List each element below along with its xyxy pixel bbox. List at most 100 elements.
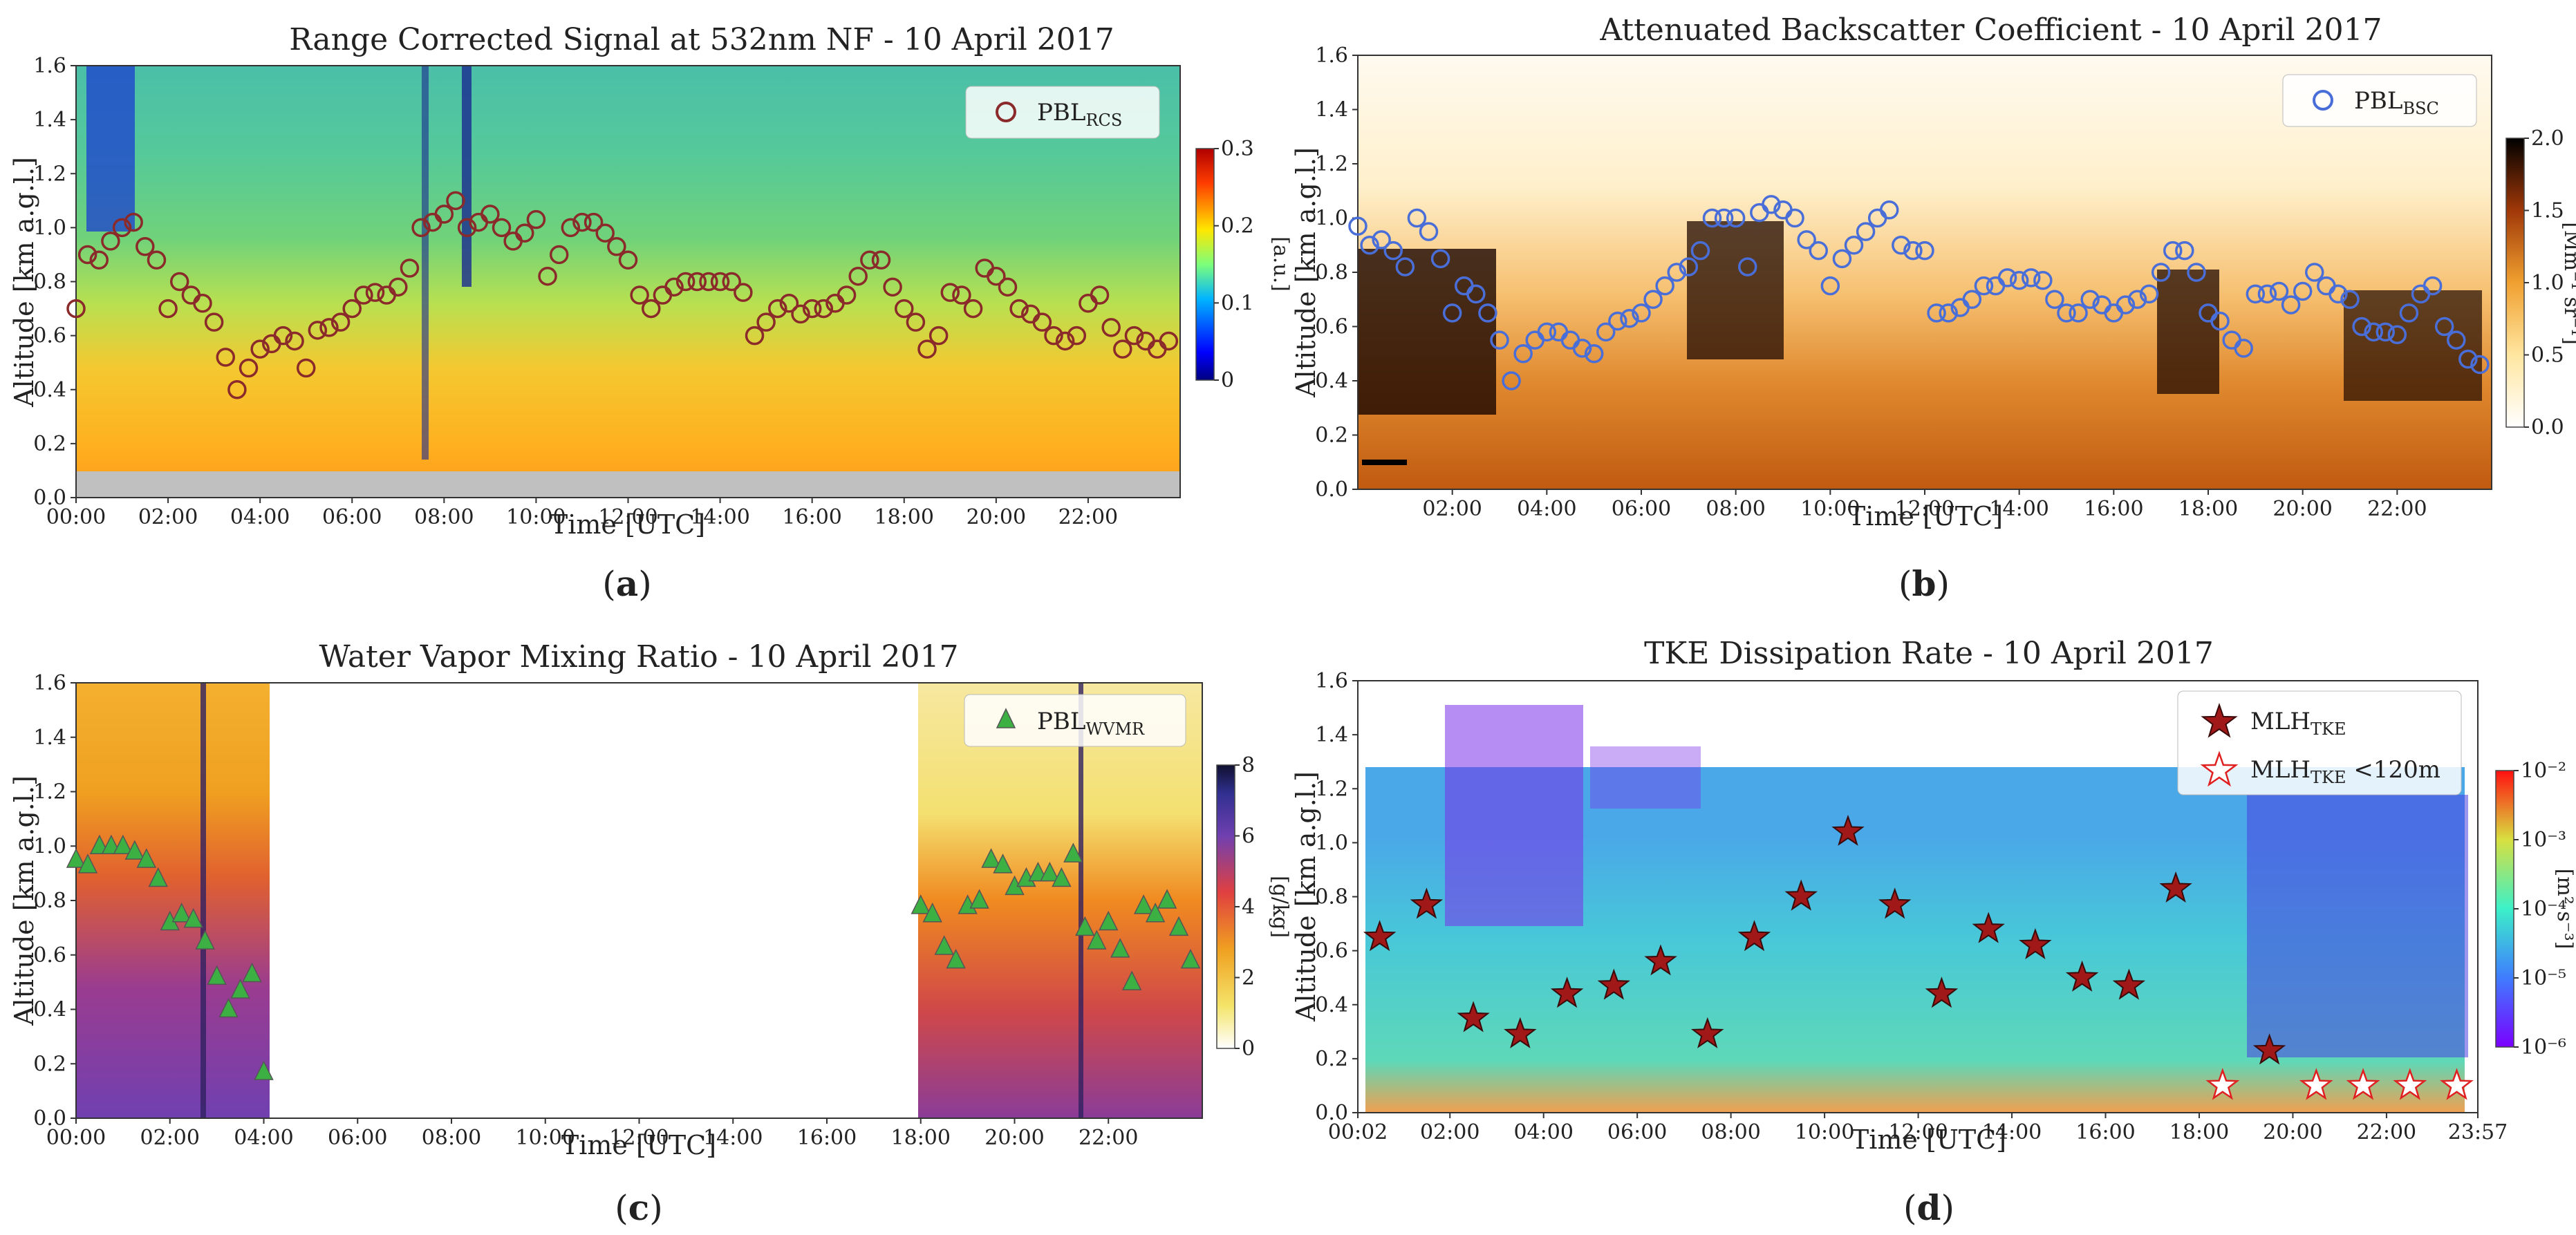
x-tick-label: 08:00	[1701, 1120, 1760, 1144]
mlh-star-point	[1784, 879, 1818, 911]
colorbar-tick-label: 10⁻⁵	[2521, 966, 2566, 990]
y-tick-label: 1.2	[1315, 777, 1348, 801]
pbl-point	[308, 321, 328, 340]
mlh-open-star-point	[2440, 1068, 2474, 1100]
x-tick-label: 02:00	[1420, 1120, 1480, 1144]
panel-d-y-label: Altitude [km a.g.l.]	[1291, 771, 1321, 1022]
pbl-point	[1596, 322, 1616, 342]
pbl-point	[1620, 308, 1639, 328]
pbl-point	[2151, 263, 2171, 282]
x-tick-label: 00:02	[1328, 1120, 1388, 1144]
panel-b-pbl-points	[1348, 195, 2490, 390]
pbl-point	[837, 285, 857, 305]
y-tick-label: 1.0	[33, 216, 66, 240]
pbl-point	[917, 339, 937, 359]
pbl-point	[77, 854, 98, 874]
y-tick-label: 0.6	[33, 943, 66, 968]
pbl-point	[1915, 241, 1934, 261]
x-tick-label: 08:00	[1706, 497, 1765, 521]
y-tick-label: 1.6	[1315, 44, 1348, 68]
pbl-point	[171, 903, 192, 923]
pbl-point	[1145, 903, 1166, 923]
panel-b-x-label: Time [UTC]	[1848, 501, 2003, 531]
panel-c-x-label: Time [UTC]	[561, 1130, 716, 1160]
pbl-point	[2187, 263, 2206, 282]
pbl-point	[2399, 303, 2419, 323]
x-tick-label: 22:00	[2357, 1120, 2416, 1144]
pbl-point	[791, 304, 810, 324]
x-tick-label: 04:00	[234, 1126, 293, 1150]
pbl-point	[906, 312, 926, 332]
y-tick-label: 1.4	[33, 726, 66, 750]
pbl-point	[895, 299, 914, 319]
x-tick-label: 00:00	[46, 1126, 106, 1150]
pbl-point	[1044, 326, 1063, 346]
panel-a-cloud-1	[86, 66, 135, 232]
panel-a-x-ticks: 00:00 02:00 04:00 06:00 08:00 10:00 12:00 14:00…	[46, 498, 1118, 529]
colorbar-tick-label: 1.0	[2531, 271, 2564, 295]
x-tick-label: 22:00	[1079, 1126, 1138, 1150]
pbl-point	[2470, 355, 2490, 375]
caption-c: (c)	[615, 1187, 662, 1228]
pbl-point	[981, 848, 1001, 868]
pbl-point	[250, 339, 270, 359]
mlh-star-point	[1644, 944, 1677, 976]
pbl-point	[1856, 222, 1876, 241]
panel-c-legend-text: PBLWVMR	[1037, 708, 1145, 739]
pbl-point	[1572, 339, 1592, 358]
pbl-point	[946, 948, 966, 969]
pbl-point	[928, 326, 949, 346]
pbl-point	[1679, 257, 1699, 276]
pbl-point	[2364, 322, 2383, 342]
pbl-point	[1067, 326, 1087, 346]
pbl-point	[1537, 322, 1557, 342]
pbl-point	[1714, 208, 1734, 228]
pbl-point	[2009, 271, 2029, 290]
panel-b-dark-4	[2344, 290, 2482, 401]
pbl-point	[1927, 303, 1946, 323]
pbl-point	[768, 299, 787, 319]
pbl-point	[911, 894, 931, 914]
panel-d-colorbar: 10⁻⁶ 10⁻⁵ 10⁻⁴ 10⁻³ 10⁻² [m² s⁻³]	[2495, 759, 2576, 1059]
x-tick-label: 06:00	[322, 505, 382, 529]
colorbar-tick-label: 10⁻²	[2521, 759, 2566, 783]
panel-b-y-label: Altitude [km a.g.l.]	[1291, 147, 1321, 398]
colorbar-tick-label: 0.1	[1221, 291, 1254, 315]
pbl-point	[1372, 230, 1391, 249]
mlh-open-star-point	[2205, 1068, 2240, 1100]
y-tick-label: 1.4	[33, 108, 66, 132]
panel-b-x-ticks: 02:00 04:00 06:00 08:00 10:00 12:00 14:00 16:00…	[1422, 489, 2427, 521]
panel-b-plot-bg	[1358, 55, 2492, 489]
pbl-point	[89, 250, 109, 270]
pbl-point	[296, 358, 316, 378]
pbl-point	[1690, 241, 1710, 261]
colorbar-tick-label: 10⁻³	[2521, 828, 2566, 852]
x-tick-label: 06:00	[1607, 1120, 1667, 1144]
pbl-point	[1040, 861, 1060, 882]
panel-c-x-ticks: 00:00 02:00 04:00 06:00 08:00 10:00 12:00 14:00…	[46, 1118, 1138, 1150]
pbl-point	[1762, 195, 1781, 214]
pbl-point	[549, 245, 569, 265]
x-tick-label: 12:00	[1888, 1120, 1948, 1144]
pbl-point	[687, 272, 707, 292]
colorbar-tick-label: 6	[1242, 824, 1255, 849]
pbl-point	[734, 283, 753, 302]
pbl-point	[216, 348, 236, 367]
x-tick-label: 04:00	[1517, 497, 1576, 521]
panel-d: TKE Dissipation Rate - 10 April 2017 0.0…	[1291, 636, 2576, 1155]
pbl-point	[1180, 948, 1201, 969]
pbl-point	[848, 266, 868, 286]
x-tick-label: 06:00	[328, 1126, 387, 1150]
panel-a: Range Corrected Signal at 532nm NF - 10 …	[9, 22, 1293, 540]
panel-d-x-ticks: 00:02 02:00 04:00 06:00 08:00 10:00 12:00 14:00…	[1328, 1113, 2508, 1144]
pbl-point	[1101, 318, 1121, 337]
panel-b-dark-1	[1358, 249, 1496, 415]
colorbar-tick-label: 2.0	[2531, 126, 2564, 151]
pbl-point	[1738, 257, 1757, 276]
panel-b-colorbar-ticks: 0.0 0.5 1.0 1.5 2.0	[2524, 126, 2564, 440]
pbl-point	[1430, 249, 1450, 269]
pbl-point	[642, 299, 661, 319]
panel-a-x-label: Time [UTC]	[550, 509, 705, 540]
colorbar-tick-label: 8	[1242, 753, 1255, 777]
